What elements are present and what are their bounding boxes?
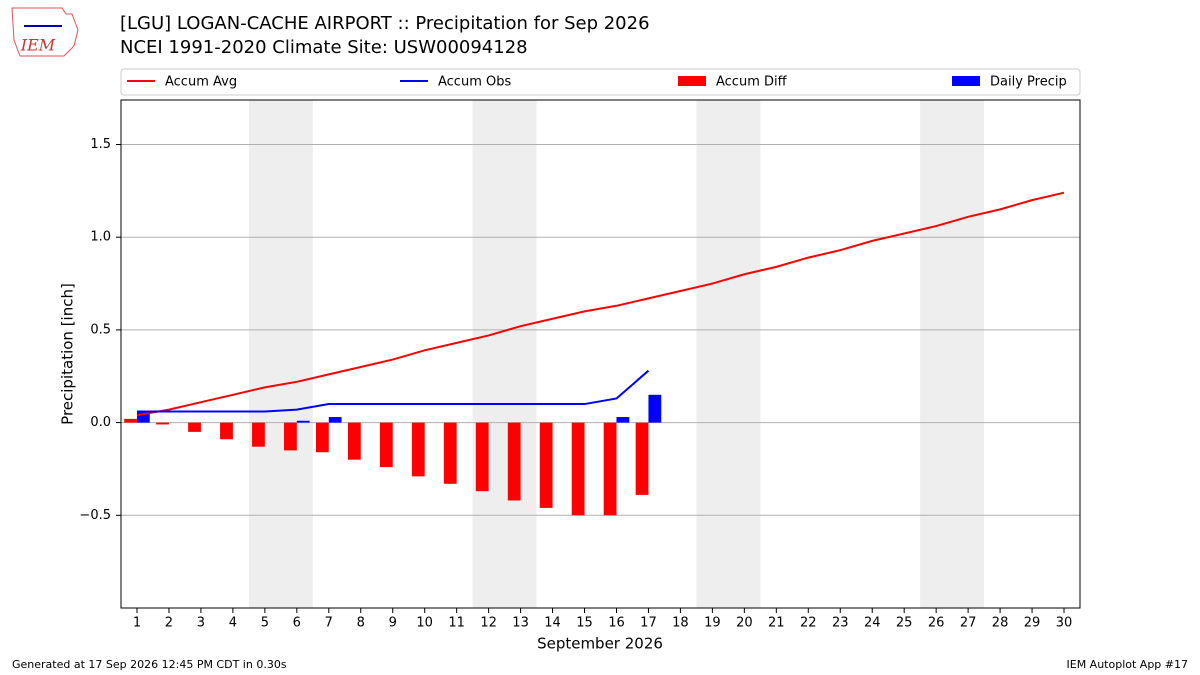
x-tick-label: 4 — [229, 616, 237, 631]
line — [136, 369, 650, 413]
footer-left: Generated at 17 Sep 2026 12:45 PM CDT in… — [12, 658, 287, 671]
bar — [475, 422, 489, 492]
x-tick-label: 17 — [640, 616, 657, 631]
x-tick-label: 23 — [832, 616, 849, 631]
bar — [347, 422, 361, 460]
bar — [379, 422, 393, 468]
chart-title: [LGU] LOGAN-CACHE AIRPORT :: Precipitati… — [120, 13, 650, 34]
x-tick-label: 15 — [576, 616, 593, 631]
bar — [315, 422, 329, 453]
y-tick-label: 1.5 — [90, 137, 111, 152]
x-tick-label: 8 — [357, 616, 365, 631]
y-tick-label: 0.5 — [90, 322, 111, 337]
x-tick-label: 6 — [293, 616, 301, 631]
bar — [635, 422, 649, 495]
legend-swatch — [952, 76, 980, 86]
bar — [188, 422, 201, 432]
bar — [328, 417, 342, 423]
bar — [571, 422, 585, 516]
x-tick-label: 11 — [448, 616, 465, 631]
x-tick-label: 14 — [544, 616, 561, 631]
logo-outline — [11, 7, 79, 57]
x-tick-label: 5 — [261, 616, 269, 631]
x-tick-label: 19 — [704, 616, 721, 631]
x-tick-label: 1 — [133, 616, 141, 631]
y-tick-label: −0.5 — [79, 508, 111, 523]
y-tick-label: 0.0 — [90, 415, 111, 430]
weekend-shade — [472, 100, 537, 608]
x-tick-label: 9 — [389, 616, 397, 631]
bar — [507, 422, 521, 501]
x-tick-label: 30 — [1056, 616, 1073, 631]
x-tick-label: 26 — [928, 616, 945, 631]
x-tick-label: 24 — [864, 616, 881, 631]
bar — [648, 394, 662, 423]
legend-label: Daily Precip — [990, 75, 1067, 90]
bar — [603, 422, 617, 516]
bar — [252, 422, 265, 447]
bar — [443, 422, 457, 484]
x-tick-label: 2 — [165, 616, 173, 631]
line — [136, 191, 1065, 417]
bar — [136, 411, 150, 423]
x-tick-label: 3 — [197, 616, 205, 631]
bar — [124, 418, 137, 423]
x-tick-label: 7 — [325, 616, 333, 631]
y-axis-label: Precipitation [inch] — [59, 283, 77, 425]
weekend-shade — [920, 100, 985, 608]
bar — [156, 422, 169, 425]
x-tick-label: 10 — [416, 616, 433, 631]
x-tick-label: 18 — [672, 616, 689, 631]
x-tick-label: 16 — [608, 616, 625, 631]
footer-right: IEM Autoplot App #17 — [1067, 658, 1189, 671]
bar — [296, 420, 310, 423]
x-tick-label: 20 — [736, 616, 753, 631]
x-tick-label: 27 — [960, 616, 977, 631]
bar — [220, 422, 233, 440]
logo: IEM — [11, 7, 79, 57]
weekend-shade — [248, 100, 313, 608]
x-tick-label: 29 — [1024, 616, 1041, 631]
legend-label: Accum Obs — [438, 75, 511, 90]
chart-subtitle: NCEI 1991-2020 Climate Site: USW00094128 — [120, 37, 528, 58]
plot-frame — [120, 99, 1081, 609]
x-axis-label: September 2026 — [537, 635, 663, 653]
logo-text: IEM — [20, 36, 56, 55]
legend-box — [120, 68, 1081, 96]
bar — [284, 422, 297, 451]
legend-swatch — [678, 76, 706, 86]
weekend-shade — [696, 100, 761, 608]
x-tick-label: 13 — [512, 616, 529, 631]
x-tick-label: 12 — [480, 616, 497, 631]
bar — [539, 422, 553, 508]
legend-label: Accum Diff — [716, 75, 788, 90]
bar — [616, 417, 630, 423]
x-tick-label: 21 — [768, 616, 785, 631]
bar — [411, 422, 425, 477]
x-tick-label: 28 — [992, 616, 1009, 631]
legend-label: Accum Avg — [165, 75, 237, 90]
y-tick-label: 1.0 — [90, 230, 111, 245]
x-tick-label: 25 — [896, 616, 913, 631]
x-tick-label: 22 — [800, 616, 817, 631]
